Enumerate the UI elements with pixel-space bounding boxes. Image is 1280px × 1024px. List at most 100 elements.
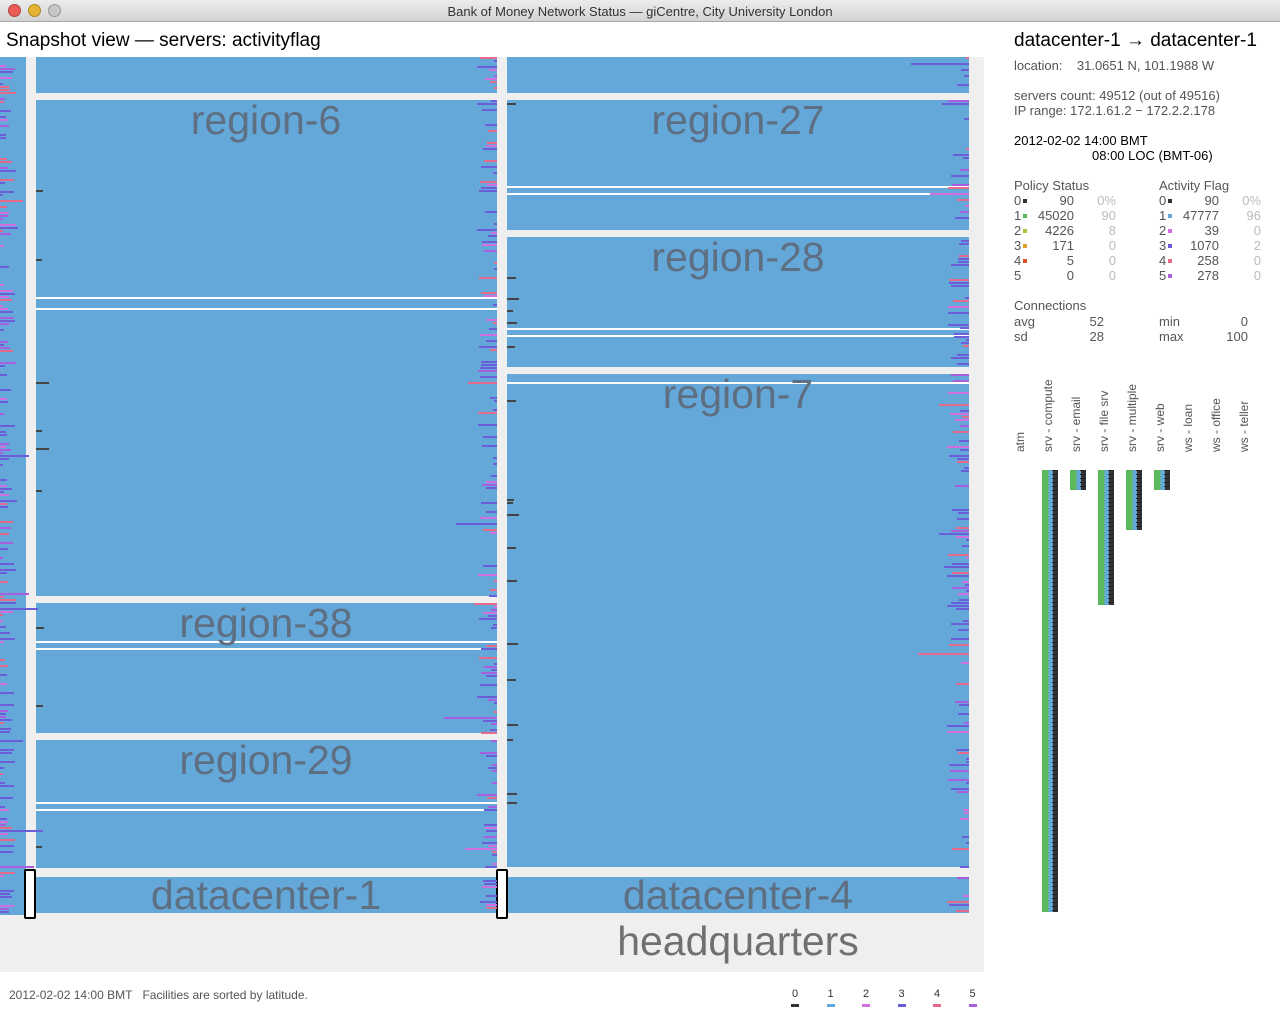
inactive-mark <box>507 103 516 105</box>
status-tick <box>1052 702 1058 703</box>
activity-mark <box>963 895 969 897</box>
block-top-left[interactable] <box>36 57 497 93</box>
activity-mark <box>486 481 497 483</box>
minimize-window-button[interactable] <box>28 4 41 17</box>
activity-mark <box>486 645 497 647</box>
status-tick <box>1052 898 1058 899</box>
activity-mark <box>960 425 969 427</box>
type-column-srv-file[interactable] <box>1098 470 1114 605</box>
activity-mark <box>468 382 497 384</box>
activity-mark <box>0 449 11 451</box>
block-region-29[interactable] <box>36 740 497 868</box>
activity-mark <box>953 431 969 433</box>
status-tick <box>1052 782 1058 783</box>
status-tick <box>1052 798 1058 799</box>
status-tick <box>1164 482 1170 483</box>
block-datacenter-1[interactable] <box>0 877 497 913</box>
status-tick <box>1052 678 1058 679</box>
status-tick <box>1136 490 1142 491</box>
conn-max-value: 100 <box>1226 329 1248 344</box>
activity-mark <box>0 293 15 295</box>
type-label: srv - web <box>1153 403 1167 452</box>
left-drag-handle[interactable] <box>24 869 36 919</box>
status-tick <box>1108 594 1114 595</box>
activity-mark <box>493 322 497 324</box>
status-tick <box>1052 750 1058 751</box>
activity-mark <box>0 602 16 604</box>
activity-swatch <box>1168 228 1173 233</box>
activity-mark <box>959 440 969 442</box>
activity-mark <box>0 890 14 892</box>
activity-mark <box>0 170 16 172</box>
activity-swatch <box>1168 213 1173 218</box>
type-column-srv-multiple[interactable] <box>1126 470 1142 530</box>
activity-mark <box>477 66 497 68</box>
activity-mark <box>491 669 497 671</box>
activity-mark <box>0 116 6 118</box>
activity-mark <box>477 103 497 105</box>
status-tick <box>1052 614 1058 615</box>
inactive-mark <box>507 802 517 804</box>
activity-mark <box>477 794 497 796</box>
activity-mark <box>964 722 969 724</box>
separator <box>36 648 497 650</box>
region-label: region-6 <box>190 97 342 143</box>
activity-mark <box>961 662 969 664</box>
type-column-srv-email[interactable] <box>1070 470 1086 490</box>
activity-mark <box>488 130 497 132</box>
activity-mark <box>0 296 9 298</box>
legend-label: 5 <box>969 988 976 1000</box>
block-region-38[interactable] <box>36 603 497 733</box>
activity-mark <box>0 299 12 301</box>
block-region-6[interactable] <box>36 100 497 596</box>
activity-mark <box>959 243 969 245</box>
type-column-srv-compute[interactable] <box>1042 470 1058 912</box>
status-tick <box>1052 742 1058 743</box>
close-window-button[interactable] <box>8 4 21 17</box>
activity-mark <box>0 818 7 820</box>
policy-row: 0 90 0% <box>1014 193 1116 208</box>
inactive-mark <box>507 400 516 402</box>
legend-swatch <box>826 1004 835 1007</box>
activity-mark <box>957 518 969 520</box>
activity-mark <box>0 161 12 163</box>
inactive-mark <box>507 580 517 582</box>
activity-mark <box>480 376 497 378</box>
activity-mark <box>948 554 969 556</box>
status-tick <box>1052 846 1058 847</box>
activity-mark <box>0 632 10 634</box>
activity-mark <box>484 809 497 811</box>
block-top-right[interactable] <box>507 57 969 93</box>
activity-mark <box>478 412 497 414</box>
activity-mark <box>957 461 969 463</box>
zoom-window-button[interactable] <box>48 4 61 17</box>
activity-mark <box>942 103 969 105</box>
activity-mark <box>953 154 969 156</box>
activity-percent: 0 <box>1253 223 1261 238</box>
block-region-28[interactable] <box>507 237 969 367</box>
activity-mark <box>0 839 15 841</box>
status-tick <box>1052 582 1058 583</box>
time-bmt: 2012-02-02 14:00 BMT <box>1014 133 1148 148</box>
activity-mark <box>0 245 4 247</box>
activity-mark <box>485 124 497 126</box>
type-column-srv-web[interactable] <box>1154 470 1170 490</box>
activity-mark <box>0 347 10 349</box>
activity-mark <box>957 877 969 879</box>
activity-mark <box>486 675 497 677</box>
activity-mark <box>966 761 969 763</box>
inactive-mark <box>507 739 513 741</box>
status-tick <box>1052 834 1058 835</box>
status-tick <box>1052 574 1058 575</box>
block-datacenter-4[interactable] <box>507 877 969 913</box>
block-region-27[interactable] <box>507 100 969 230</box>
block-region-7[interactable] <box>507 374 969 867</box>
activity-mark <box>911 63 969 65</box>
network-treemap[interactable]: region-6 region-38 region-29 datacenter-… <box>0 57 984 972</box>
activity-mark <box>0 194 3 196</box>
activity-mark <box>965 297 969 299</box>
activity-mark <box>494 400 497 402</box>
status-tick <box>1108 590 1114 591</box>
activity-mark <box>0 464 3 466</box>
center-drag-handle[interactable] <box>496 869 508 919</box>
